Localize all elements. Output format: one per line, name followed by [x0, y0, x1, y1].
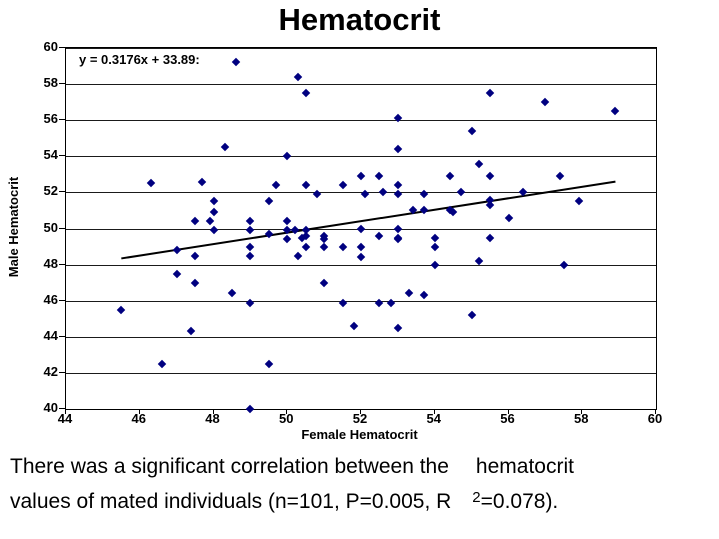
x-tick-label-52: 52 — [352, 411, 368, 426]
y-axis-title: Male Hematocrit — [6, 176, 21, 278]
gridline-y54 — [66, 156, 656, 158]
x-tick-label-56: 56 — [500, 411, 515, 426]
y-tick-label-52: 52 — [43, 183, 58, 199]
y-tick-label-54: 54 — [43, 147, 58, 163]
gridline-y44 — [66, 336, 656, 338]
x-tick-label-50: 50 — [279, 411, 294, 426]
x-axis-title: Female Hematocrit — [301, 427, 418, 442]
x-tick-label-48: 48 — [205, 411, 220, 426]
caption-line-1-text: There was a significant correlation betw… — [10, 455, 449, 478]
x-tick-label-58: 58 — [574, 411, 589, 426]
y-tick-label-50: 50 — [43, 219, 58, 235]
caption-line-2: values of mated individuals (n=101, P=0.… — [10, 482, 710, 517]
caption-r-squared-superscript: 2 — [472, 489, 481, 506]
y-tick-label-60: 60 — [43, 39, 58, 54]
caption-line-2-cont: =0.078). — [480, 490, 559, 513]
y-tick-label-56: 56 — [43, 111, 58, 127]
x-tick-label-44: 44 — [57, 411, 73, 426]
gridline-y60 — [66, 48, 656, 49]
trendline — [121, 180, 616, 260]
x-tick-label-46: 46 — [131, 411, 146, 426]
caption-line-2-text: values of mated individuals (n=101, P=0.… — [10, 490, 452, 513]
chart-title: Hematocrit — [278, 2, 441, 37]
y-tick-label-46: 46 — [43, 291, 58, 307]
gridline-y56 — [66, 120, 656, 122]
gridline-y58 — [66, 84, 656, 86]
y-tick-label-58: 58 — [43, 75, 58, 91]
gridline-y48 — [66, 264, 656, 266]
caption-line-1: There was a significant correlation betw… — [10, 451, 710, 482]
gridline-y42 — [66, 372, 656, 374]
plot-area: y = 0.3176x + 33.89: — [65, 47, 657, 414]
caption-line-1-cont: hematocrit — [475, 455, 574, 478]
x-tick-label-54: 54 — [426, 411, 441, 426]
caption: There was a significant correlation betw… — [10, 451, 710, 517]
x-tick-label-60: 60 — [647, 411, 663, 426]
gridline-y46 — [66, 300, 656, 302]
y-tick-label-42: 42 — [43, 363, 58, 379]
trendline-equation-label: y = 0.3176x + 33.89: — [79, 52, 200, 67]
y-tick-label-48: 48 — [43, 255, 58, 271]
y-tick-label-40: 40 — [43, 400, 58, 415]
y-tick-label-44: 44 — [43, 327, 58, 343]
